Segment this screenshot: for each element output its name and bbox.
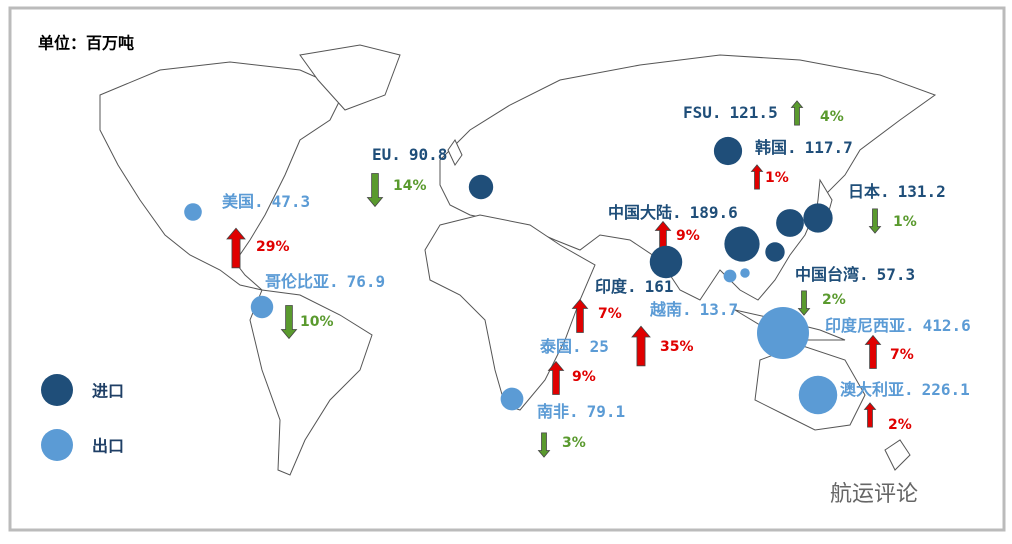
bubble <box>250 295 274 319</box>
region-value: 131.2 <box>898 182 946 201</box>
change-label: 1% <box>893 214 917 230</box>
region-name: FSU. <box>683 103 722 122</box>
bubble <box>756 306 810 360</box>
change-label: 7% <box>598 306 622 322</box>
change-label: 4% <box>820 109 844 125</box>
region-label: 中国台湾. 57.3 <box>795 265 915 284</box>
legend-swatch <box>41 429 73 461</box>
region-label: 泰国. 25 <box>539 337 609 356</box>
region-value: 121.5 <box>730 103 778 122</box>
change-arrow <box>864 334 882 369</box>
bubble <box>649 245 683 279</box>
change-arrow <box>863 402 877 428</box>
change-label: 9% <box>676 228 700 244</box>
region-label: 美国. 47.3 <box>222 192 310 211</box>
change-label: 1% <box>765 170 789 186</box>
bubble <box>765 242 785 262</box>
change-arrow <box>366 173 384 208</box>
watermark: 航运评论 <box>830 482 918 507</box>
region-label: 越南. 13.7 <box>649 300 738 319</box>
bubble <box>798 375 838 415</box>
change-arrow <box>280 305 298 340</box>
legend-label: 进口 <box>92 382 124 401</box>
change-arrow <box>571 298 589 333</box>
region-name: 南非. <box>537 402 579 421</box>
legend-swatch <box>41 374 73 406</box>
change-label: 2% <box>822 292 846 308</box>
change-arrow <box>797 290 811 316</box>
region-value: 47.3 <box>272 192 311 211</box>
change-label: 9% <box>572 369 596 385</box>
bubble <box>713 136 743 166</box>
change-label: 29% <box>256 239 290 255</box>
region-name: 印度. <box>595 277 637 296</box>
world-map <box>99 44 937 476</box>
change-label: 10% <box>300 314 334 330</box>
bubble <box>776 209 804 237</box>
change-arrow <box>631 325 651 367</box>
region-name: 韩国. <box>755 138 797 157</box>
region-label: 南非. 79.1 <box>537 402 625 421</box>
region-value: 25 <box>590 337 609 356</box>
bubble <box>803 203 833 233</box>
region-name: 日本. <box>848 182 890 201</box>
region-label: 印度尼西亚. 412.6 <box>825 316 971 335</box>
region-value: 226.1 <box>922 380 970 399</box>
region-value: 412.6 <box>923 316 971 335</box>
change-label: 3% <box>562 435 586 451</box>
region-name: 印度尼西亚. <box>825 316 915 335</box>
bubble <box>184 203 202 221</box>
legend-label: 出口 <box>92 437 124 456</box>
region-label: 韩国. 117.7 <box>755 138 853 157</box>
change-label: 7% <box>890 347 914 363</box>
change-label: 2% <box>888 417 912 433</box>
bubble <box>723 269 737 283</box>
region-label: 印度. 161 <box>595 277 674 296</box>
change-arrow <box>547 360 565 395</box>
region-name: 中国大陆. <box>608 203 682 222</box>
unit-label: 单位：百万吨 <box>38 34 134 53</box>
region-label: 哥伦比亚. 76.9 <box>265 272 385 291</box>
region-value: 90.8 <box>409 145 448 164</box>
region-value: 57.3 <box>877 265 916 284</box>
change-label: 35% <box>660 339 694 355</box>
bubble <box>500 387 524 411</box>
region-name: 泰国. <box>539 337 582 356</box>
region-label: FSU. 121.5 <box>683 103 778 122</box>
change-arrow <box>226 227 246 269</box>
change-arrow <box>750 164 764 190</box>
change-label: 14% <box>393 178 427 194</box>
change-arrow <box>868 208 882 234</box>
region-name: 中国台湾. <box>795 265 869 284</box>
bubble <box>740 268 750 278</box>
region-label: 中国大陆. 189.6 <box>608 203 738 222</box>
region-value: 13.7 <box>700 300 739 319</box>
bubble <box>724 226 760 262</box>
region-value: 117.7 <box>805 138 853 157</box>
region-value: 189.6 <box>690 203 738 222</box>
region-name: 澳大利亚. <box>840 380 914 399</box>
region-value: 161 <box>645 277 674 296</box>
region-name: 哥伦比亚. <box>265 272 339 291</box>
region-value: 79.1 <box>587 402 626 421</box>
region-name: 美国. <box>222 192 264 211</box>
region-value: 76.9 <box>347 272 386 291</box>
region-label: 澳大利亚. 226.1 <box>840 380 970 399</box>
region-label: 日本. 131.2 <box>848 182 946 201</box>
region-label: EU. 90.8 <box>372 145 447 164</box>
change-arrow <box>537 432 551 458</box>
region-name: EU. <box>372 145 401 164</box>
region-name: 越南. <box>649 300 692 319</box>
change-arrow <box>790 100 804 126</box>
bubble <box>468 174 494 200</box>
